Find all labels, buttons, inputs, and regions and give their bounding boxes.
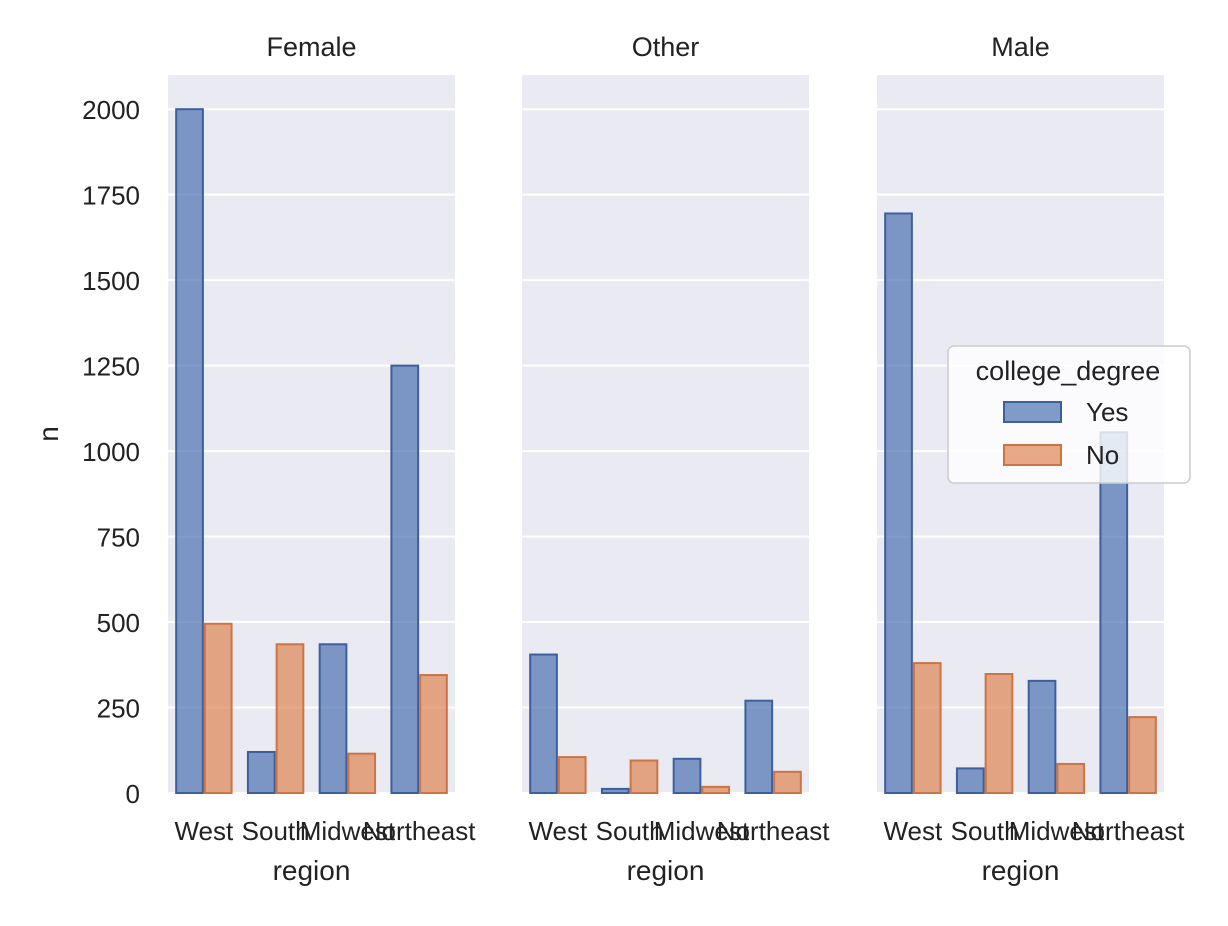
bar-female-south-no xyxy=(275,643,305,794)
bar-male-northeast-no xyxy=(1128,716,1157,795)
y-tick-label: 500 xyxy=(97,608,140,638)
bar-female-south-yes xyxy=(246,750,276,795)
legend-title: college_degree xyxy=(976,356,1161,386)
bar-male-south-yes xyxy=(955,767,985,795)
y-tick-label: 750 xyxy=(97,523,140,553)
bar-female-midwest-no xyxy=(347,752,377,795)
bar-male-west-yes xyxy=(884,212,913,794)
x-axis-label: region xyxy=(982,855,1060,886)
x-tick-label: Northeast xyxy=(363,816,476,846)
y-tick-label: 1500 xyxy=(82,266,140,296)
bar-female-west-no xyxy=(203,622,233,794)
x-tick-label: Midwest xyxy=(1009,816,1105,846)
legend-swatch-no xyxy=(1003,444,1062,466)
plot-background-other xyxy=(522,75,809,793)
panel-title-male: Male xyxy=(991,32,1050,62)
x-tick-label: West xyxy=(883,816,943,846)
bar-other-south-yes xyxy=(600,787,630,795)
x-tick-label: Northeast xyxy=(717,816,830,846)
x-axis-label: region xyxy=(273,855,351,886)
bar-other-south-no xyxy=(629,759,659,794)
y-tick-label: 0 xyxy=(126,779,140,809)
bar-female-northeast-yes xyxy=(390,364,420,794)
x-axis-label: region xyxy=(627,855,705,886)
bar-other-midwest-yes xyxy=(672,757,702,794)
bar-other-northeast-no xyxy=(773,770,802,794)
y-tick-label: 1750 xyxy=(82,181,140,211)
x-tick-label: South xyxy=(951,816,1019,846)
bar-other-west-no xyxy=(557,756,587,794)
panel-title-other: Other xyxy=(632,32,700,62)
legend-label-no: No xyxy=(1086,440,1119,470)
y-tick-label: 1000 xyxy=(82,437,140,467)
bar-female-midwest-yes xyxy=(318,643,348,794)
y-tick-label: 250 xyxy=(97,694,140,724)
bar-male-midwest-no xyxy=(1056,762,1086,795)
bar-other-midwest-no xyxy=(701,785,731,794)
bar-male-northeast-yes xyxy=(1099,431,1129,794)
x-tick-label: West xyxy=(174,816,234,846)
x-tick-label: West xyxy=(528,816,588,846)
y-axis-label: n xyxy=(33,426,64,442)
legend-label-yes: Yes xyxy=(1086,397,1128,427)
legend-swatch-yes xyxy=(1003,401,1062,423)
bar-other-northeast-yes xyxy=(744,699,774,795)
bar-female-northeast-no xyxy=(419,674,448,794)
bar-male-south-no xyxy=(984,673,1014,795)
y-tick-label: 1250 xyxy=(82,352,140,382)
bar-male-west-no xyxy=(912,662,942,794)
x-tick-label: Midwest xyxy=(300,816,396,846)
panel-title-female: Female xyxy=(266,32,356,62)
bar-male-midwest-yes xyxy=(1027,679,1057,794)
y-tick-label: 2000 xyxy=(82,95,140,125)
x-tick-label: South xyxy=(242,816,310,846)
x-tick-label: Midwest xyxy=(654,816,750,846)
x-tick-label: South xyxy=(596,816,664,846)
bar-other-west-yes xyxy=(529,653,558,794)
x-tick-label: Northeast xyxy=(1072,816,1185,846)
bar-female-west-yes xyxy=(175,108,204,794)
